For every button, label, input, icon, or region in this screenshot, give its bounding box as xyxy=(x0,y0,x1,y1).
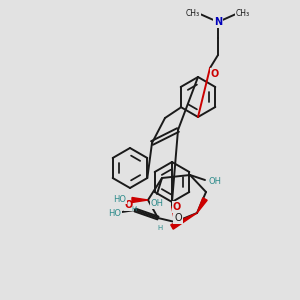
Text: CH₃: CH₃ xyxy=(236,10,250,19)
Text: HO: HO xyxy=(109,209,122,218)
Text: O: O xyxy=(211,69,219,79)
Text: O: O xyxy=(173,202,181,212)
Polygon shape xyxy=(132,197,148,202)
Text: O: O xyxy=(174,213,182,223)
Text: OH: OH xyxy=(151,200,164,208)
Text: N: N xyxy=(214,17,222,27)
Polygon shape xyxy=(171,213,197,229)
Text: H: H xyxy=(131,206,136,212)
Text: O: O xyxy=(125,200,133,210)
Text: H: H xyxy=(158,225,163,231)
Text: OH: OH xyxy=(208,178,221,187)
Polygon shape xyxy=(197,198,207,213)
Text: HO: HO xyxy=(113,194,127,203)
Text: CH₃: CH₃ xyxy=(186,10,200,19)
